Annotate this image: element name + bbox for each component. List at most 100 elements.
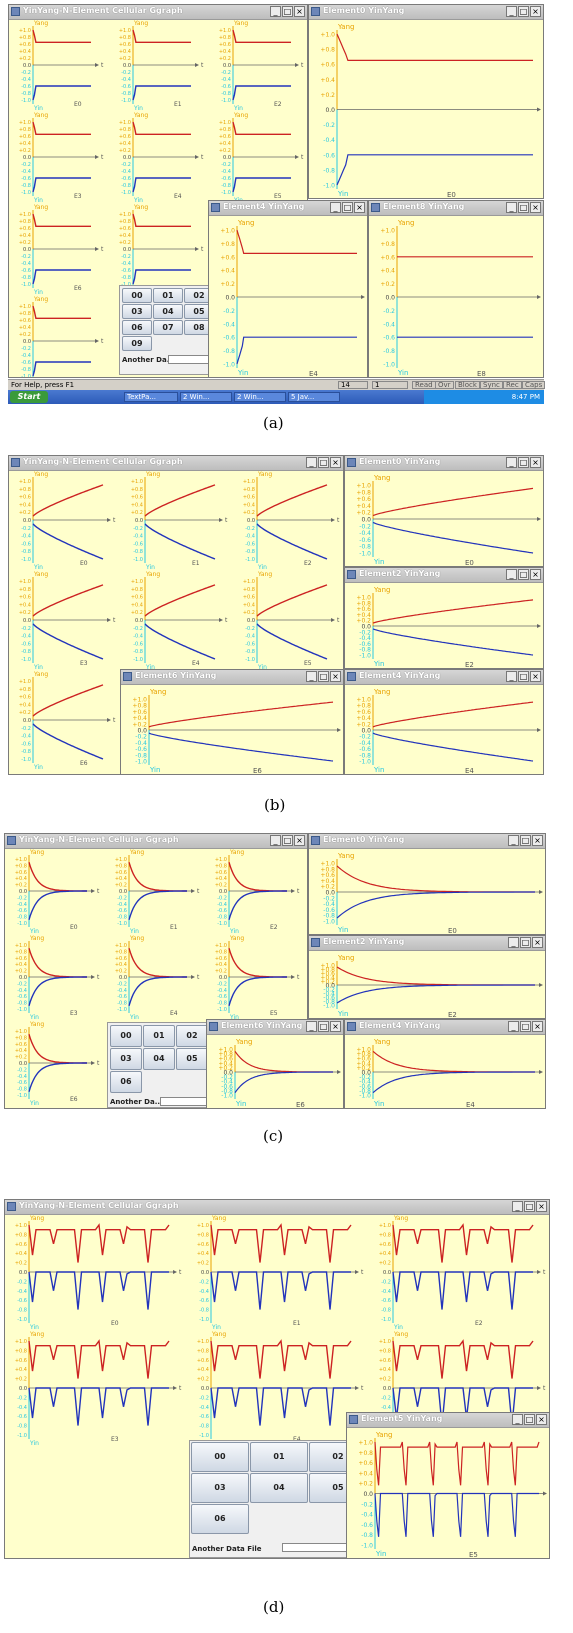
keypad-button-07[interactable]: 07: [153, 320, 183, 335]
title-bar[interactable]: Element2 YinYang _ □ ×: [345, 568, 543, 583]
yin-label: Yin: [129, 1014, 139, 1021]
t-label: t: [337, 517, 340, 524]
minimize-button[interactable]: _: [306, 671, 317, 682]
close-button[interactable]: ×: [536, 1414, 547, 1425]
tick-label: -1.0: [21, 374, 31, 378]
maximize-button[interactable]: □: [520, 1021, 531, 1032]
keypad-button-01[interactable]: 01: [250, 1442, 308, 1472]
minimize-button[interactable]: _: [508, 1021, 519, 1032]
title-bar[interactable]: Element4 YinYang _ □ ×: [345, 670, 543, 685]
keypad-button-04[interactable]: 04: [153, 304, 183, 319]
close-button[interactable]: ×: [532, 1021, 543, 1032]
keypad-button-03[interactable]: 03: [110, 1048, 142, 1070]
close-button[interactable]: ×: [294, 835, 305, 846]
title-bar[interactable]: YinYang-N-Element Cellular Ggraph _ □ ×: [9, 5, 307, 20]
keypad-button-05[interactable]: 05: [184, 304, 214, 319]
maximize-button[interactable]: □: [520, 835, 531, 846]
minimize-button[interactable]: _: [506, 569, 517, 580]
minimize-button[interactable]: _: [512, 1201, 523, 1212]
keypad-button-03[interactable]: 03: [191, 1473, 249, 1503]
title-bar[interactable]: Element5 YinYang _ □ ×: [347, 1413, 549, 1428]
maximize-button[interactable]: □: [282, 835, 293, 846]
keypad-button-01[interactable]: 01: [153, 288, 183, 303]
title-bar[interactable]: Element4 YinYang _ □ ×: [345, 1020, 545, 1035]
keypad-button-01[interactable]: 01: [143, 1025, 175, 1047]
close-button[interactable]: ×: [330, 1021, 341, 1032]
keypad-button-09[interactable]: 09: [122, 336, 152, 351]
maximize-button[interactable]: □: [518, 457, 529, 468]
element-label: E3: [111, 1436, 119, 1443]
start-button[interactable]: Start: [10, 391, 48, 403]
element-label: E4: [465, 767, 474, 775]
minimize-button[interactable]: _: [506, 6, 517, 17]
taskbar-item[interactable]: TextPa...: [124, 392, 178, 402]
keypad-button-06[interactable]: 06: [191, 1504, 249, 1534]
close-button[interactable]: ×: [330, 457, 341, 468]
title-bar[interactable]: Element6 YinYang _ □ ×: [121, 670, 343, 685]
title-bar[interactable]: YinYang-N-Element Cellular Ggraph _ □ ×: [5, 834, 307, 849]
maximize-button[interactable]: □: [524, 1201, 535, 1212]
maximize-button[interactable]: □: [518, 6, 529, 17]
close-button[interactable]: ×: [536, 1201, 547, 1212]
data-file-input[interactable]: [168, 355, 213, 364]
minimize-button[interactable]: _: [508, 835, 519, 846]
minimize-button[interactable]: _: [306, 457, 317, 468]
close-button[interactable]: ×: [294, 6, 305, 17]
keypad-button-03[interactable]: 03: [122, 304, 152, 319]
title-bar[interactable]: YinYang-N-Element Cellular Ggraph _ □ ×: [9, 456, 343, 471]
maximize-button[interactable]: □: [318, 671, 329, 682]
keypad-button-06[interactable]: 06: [110, 1071, 142, 1093]
yin-series-line: [372, 521, 534, 554]
title-bar[interactable]: YinYang-N-Element Cellular Ggraph _ □ ×: [5, 1200, 549, 1215]
taskbar-item[interactable]: 5 Jav...: [288, 392, 340, 402]
maximize-button[interactable]: □: [318, 1021, 329, 1032]
title-bar[interactable]: Element2 YinYang _ □ ×: [309, 936, 545, 951]
taskbar-item[interactable]: 2 Win...: [234, 392, 286, 402]
minimize-button[interactable]: _: [506, 671, 517, 682]
close-button[interactable]: ×: [530, 457, 541, 468]
minimize-button[interactable]: _: [270, 6, 281, 17]
title-bar[interactable]: Element0 YinYang _ □ ×: [309, 834, 545, 849]
close-button[interactable]: ×: [530, 569, 541, 580]
minimize-button[interactable]: _: [306, 1021, 317, 1032]
title-bar[interactable]: Element4 YinYang _ □ ×: [209, 201, 367, 216]
taskbar-item[interactable]: 2 Win...: [180, 392, 232, 402]
keypad-button-04[interactable]: 04: [250, 1473, 308, 1503]
minimize-button[interactable]: _: [508, 937, 519, 948]
close-button[interactable]: ×: [532, 937, 543, 948]
tick-label: -0.8: [21, 275, 31, 281]
tick-label: -0.6: [117, 994, 127, 1000]
title-bar[interactable]: Element8 YinYang _ □ ×: [369, 201, 543, 216]
keypad-button-02[interactable]: 02: [176, 1025, 208, 1047]
maximize-button[interactable]: □: [282, 6, 293, 17]
keypad-button-04[interactable]: 04: [143, 1048, 175, 1070]
keypad-button-00[interactable]: 00: [122, 288, 152, 303]
keypad-button-00[interactable]: 00: [110, 1025, 142, 1047]
title-bar[interactable]: Element0 YinYang _ □ ×: [345, 456, 543, 471]
minimize-button[interactable]: _: [506, 457, 517, 468]
keypad-button-00[interactable]: 00: [191, 1442, 249, 1472]
maximize-button[interactable]: □: [518, 671, 529, 682]
minimize-button[interactable]: _: [506, 202, 517, 213]
title-bar[interactable]: Element0 YinYang _ □ ×: [309, 5, 543, 20]
close-button[interactable]: ×: [330, 671, 341, 682]
keypad-button-06[interactable]: 06: [122, 320, 152, 335]
close-button[interactable]: ×: [530, 6, 541, 17]
minimize-button[interactable]: _: [270, 835, 281, 846]
close-button[interactable]: ×: [530, 202, 541, 213]
keypad-button-05[interactable]: 05: [176, 1048, 208, 1070]
maximize-button[interactable]: □: [518, 202, 529, 213]
close-button[interactable]: ×: [532, 835, 543, 846]
maximize-button[interactable]: □: [518, 569, 529, 580]
close-button[interactable]: ×: [354, 202, 365, 213]
maximize-button[interactable]: □: [520, 937, 531, 948]
close-button[interactable]: ×: [530, 671, 541, 682]
minimize-button[interactable]: _: [330, 202, 341, 213]
title-bar[interactable]: Element6 YinYang _ □ ×: [207, 1020, 343, 1035]
maximize-button[interactable]: □: [318, 457, 329, 468]
minimize-button[interactable]: _: [512, 1414, 523, 1425]
yang-label: Yang: [393, 1331, 408, 1338]
maximize-button[interactable]: □: [342, 202, 353, 213]
maximize-button[interactable]: □: [524, 1414, 535, 1425]
data-file-input[interactable]: [160, 1097, 208, 1106]
